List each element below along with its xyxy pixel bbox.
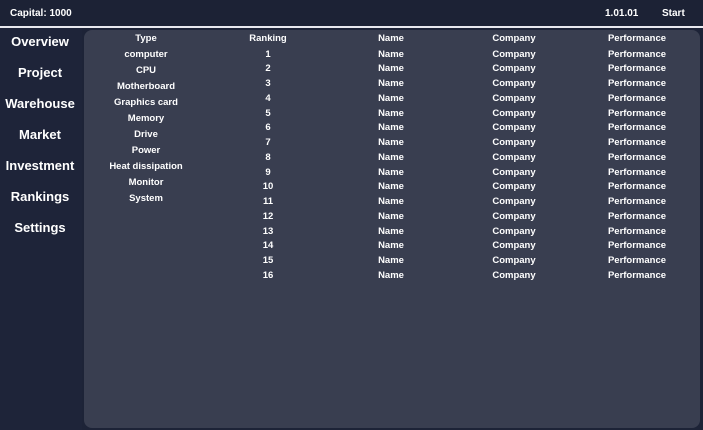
table-cell: Performance [607,92,667,104]
table-cell: Performance [607,48,667,60]
type-item[interactable]: Motherboard [116,81,176,92]
table-cell: Performance [607,210,667,222]
nav-warehouse[interactable]: Warehouse [5,96,75,111]
divider [0,26,703,28]
table-cell: Company [492,269,536,281]
table-cell: Name [378,166,404,178]
type-item[interactable]: Graphics card [114,97,178,108]
table-cell: 3 [265,78,271,89]
performance-header: Performance [607,33,667,44]
table-cell: 4 [265,92,271,104]
table-cell: 8 [265,151,271,163]
sidebar: Overview Project Warehouse Market Investment… [0,28,82,430]
name-header: Name [378,33,404,44]
type-item[interactable]: Heat dissipation [109,161,183,172]
table-cell: Name [378,63,404,75]
table-cell: Performance [607,137,667,148]
type-item[interactable]: Power [131,145,161,156]
table-cell: Company [492,151,536,163]
table-cell: Performance [607,107,667,119]
table-cell: Company [492,92,536,104]
nav-settings[interactable]: Settings [14,220,66,235]
table-cell: Performance [607,255,667,266]
table-cell: 7 [265,137,271,148]
table-cell: Company [492,240,536,252]
top-bar: Capital: 1000 1.01.01 Start [0,0,703,26]
table-cell: Name [378,196,404,207]
start-button[interactable]: Start [662,8,685,19]
table-cell: Name [378,48,404,60]
table-cell: Name [378,107,404,119]
table-cell: Company [492,48,536,60]
table-cell: Name [378,269,404,281]
table-cell: Name [378,240,404,252]
date-label: 1.01.01 [605,8,639,19]
company-header: Company [492,33,536,44]
table-cell: Name [378,151,404,163]
table-cell: Company [492,63,536,75]
type-item[interactable]: Drive [134,129,158,140]
table-cell: 11 [262,196,274,207]
table-cell: Performance [607,225,667,237]
table-cell: Name [378,181,404,193]
table-cell: 1 [265,48,271,60]
type-header: Type [135,33,157,44]
table-cell: Company [492,181,536,193]
table-cell: Performance [607,122,667,134]
nav-project[interactable]: Project [17,65,63,80]
table-cell: 2 [265,63,271,75]
table-cell: Company [492,122,536,134]
ranking-header: Ranking [249,33,287,44]
table-cell: 6 [265,122,271,134]
table-cell: Name [378,78,404,89]
table-cell: Performance [607,181,667,193]
table-cell: Name [378,255,404,266]
type-item[interactable]: Memory [127,113,165,124]
table-cell: Company [492,107,536,119]
table-cell: Company [492,166,536,178]
table-cell: Performance [607,240,667,252]
table-cell: Name [378,122,404,134]
table-cell: Name [378,225,404,237]
table-cell: Name [378,137,404,148]
table-cell: 13 [262,225,274,237]
rankings-panel: Type computer CPU Motherboard Graphics card M… [84,30,700,428]
capital-label: Capital: 1000 [10,8,72,19]
nav-investment[interactable]: Investment [5,158,75,173]
table-cell: 10 [262,181,274,193]
table-cell: Performance [607,63,667,75]
type-item[interactable]: computer [124,49,168,60]
table-cell: 12 [262,210,274,222]
table-cell: 16 [262,269,274,281]
table-cell: Company [492,255,536,266]
type-item[interactable]: Monitor [128,177,164,188]
type-item[interactable]: System [129,193,163,204]
type-item[interactable]: CPU [135,65,157,76]
table-cell: Company [492,137,536,148]
nav-market[interactable]: Market [19,127,61,142]
table-cell: Performance [607,196,667,207]
table-cell: Name [378,210,404,222]
table-cell: 5 [265,107,271,119]
table-cell: 9 [265,166,271,178]
table-cell: 14 [262,240,274,252]
table-cell: Performance [607,78,667,89]
table-cell: Company [492,210,536,222]
table-cell: Performance [607,269,667,281]
table-cell: Performance [607,166,667,178]
table-cell: Company [492,196,536,207]
table-cell: Company [492,225,536,237]
table-cell: Company [492,78,536,89]
table-cell: Performance [607,151,667,163]
nav-rankings[interactable]: Rankings [10,189,70,204]
table-cell: 15 [262,255,274,266]
nav-overview[interactable]: Overview [11,34,69,49]
table-cell: Name [378,92,404,104]
